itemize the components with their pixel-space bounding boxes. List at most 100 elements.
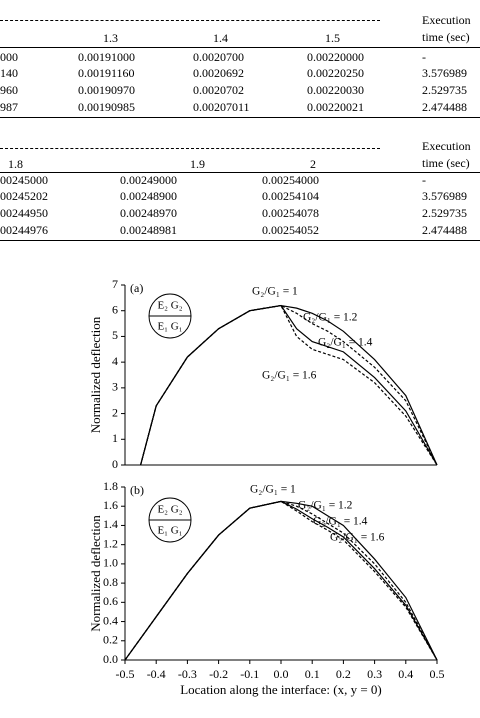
table-rule <box>0 117 480 118</box>
y-tick-label: 0.8 <box>103 575 118 589</box>
table-cell: 000 <box>0 50 18 64</box>
y-tick-label: 1.2 <box>103 536 118 550</box>
y-tick-label: 7 <box>112 277 118 291</box>
series-label: G₂/G₁ = 1.2 <box>303 312 358 324</box>
panel-label: (b) <box>130 483 144 497</box>
inset-label: E₁ G₁ <box>157 321 182 333</box>
column-header: 1.4 <box>213 31 228 45</box>
y-tick-label: 4 <box>112 354 118 368</box>
y-tick-label: 1.8 <box>103 479 118 493</box>
table-cell: 987 <box>0 100 18 114</box>
table-cell: 0.00190985 <box>78 100 135 114</box>
x-tick-label: 0.2 <box>336 667 351 681</box>
header-rule <box>0 172 480 173</box>
x-tick-label: -0.2 <box>209 667 228 681</box>
series-line <box>140 304 438 466</box>
series-label: G₂/G₁ = 1.6 <box>262 370 317 382</box>
table-cell: 0.00190970 <box>78 83 135 97</box>
dashed-rule <box>0 148 380 149</box>
y-tick-label: 3 <box>112 380 118 394</box>
x-tick-label: 0.5 <box>430 667 445 681</box>
x-tick-label: -0.1 <box>240 667 259 681</box>
table-cell: 0.0020692 <box>193 66 244 80</box>
table-cell: 0.00191000 <box>78 50 135 64</box>
y-tick-label: 0.2 <box>103 633 118 647</box>
table-cell: 3.576989 <box>422 66 467 80</box>
x-tick-label: 0.0 <box>274 667 289 681</box>
series-label: G₂/G₁ = 1 <box>252 286 298 298</box>
table-cell: - <box>422 50 426 64</box>
y-tick-label: 1 <box>112 431 118 445</box>
y-tick-label: 2 <box>112 405 118 419</box>
column-header: 2 <box>310 157 316 171</box>
table-cell: 0.00248981 <box>120 223 177 237</box>
header-rule <box>0 47 480 48</box>
y-tick-label: 0 <box>112 457 118 471</box>
x-tick-label: -0.3 <box>178 667 197 681</box>
series-label: G₂/G₁ = 1.2 <box>298 500 353 512</box>
table-cell: 00244950 <box>0 206 48 220</box>
column-header: 1.3 <box>103 31 118 45</box>
table-cell: 00245000 <box>0 173 48 187</box>
inset-label: E₂ G₂ <box>157 504 182 516</box>
column-header: Execution time (sec) <box>422 13 471 44</box>
table-cell: 00244976 <box>0 223 48 237</box>
table-cell: 0.00220030 <box>307 83 364 97</box>
table-cell: 0.00248900 <box>120 189 177 203</box>
table-cell: 2.529735 <box>422 83 467 97</box>
table-cell: 140 <box>0 66 18 80</box>
series-label: G₂/G₁ = 1.4 <box>313 516 368 528</box>
column-header: Execution time (sec) <box>422 139 471 170</box>
y-tick-label: 0.6 <box>103 594 118 608</box>
table-cell: 2.474488 <box>422 223 467 237</box>
series-line <box>140 304 438 466</box>
column-header: 1.9 <box>190 157 205 171</box>
x-tick-label: 0.3 <box>367 667 382 681</box>
y-tick-label: 1.4 <box>103 517 118 531</box>
x-tick-label: 0.4 <box>398 667 413 681</box>
table-cell: - <box>422 173 426 187</box>
table-cell: 0.00220250 <box>307 66 364 80</box>
table-cell: 0.00254000 <box>262 173 319 187</box>
column-header: 1.5 <box>325 31 340 45</box>
series-line <box>124 500 438 661</box>
y-tick-label: 0.0 <box>103 652 118 666</box>
x-tick-label: -0.5 <box>116 667 135 681</box>
column-header: 1.8 <box>8 157 23 171</box>
table-cell: 0.00249000 <box>120 173 177 187</box>
series-label: G₂/G₁ = 1 <box>250 484 296 496</box>
table-cell: 0.0020700 <box>193 50 244 64</box>
series-line <box>140 304 438 466</box>
y-axis-label: Normalized deflection <box>88 515 103 632</box>
y-tick-label: 1.6 <box>103 498 118 512</box>
table-cell: 960 <box>0 83 18 97</box>
y-tick-label: 0.4 <box>103 613 118 627</box>
table-cell: 0.00254104 <box>262 189 319 203</box>
y-tick-label: 1.0 <box>103 556 118 570</box>
table-cell: 0.00191160 <box>78 66 135 80</box>
table-cell: 0.00220021 <box>307 100 364 114</box>
table-cell: 00245202 <box>0 189 48 203</box>
inset-label: E₂ G₂ <box>157 300 182 312</box>
table-cell: 2.529735 <box>422 206 467 220</box>
y-tick-label: 6 <box>112 302 118 316</box>
series-label: G₂/G₁ = 1.6 <box>330 532 385 544</box>
series-line <box>140 304 438 466</box>
x-tick-label: 0.1 <box>305 667 320 681</box>
dashed-rule <box>0 20 380 21</box>
table-rule <box>0 240 480 241</box>
table-cell: 0.00207011 <box>193 100 250 114</box>
panel-label: (a) <box>130 281 143 295</box>
inset-label: E₁ G₁ <box>157 525 182 537</box>
table-cell: 2.474488 <box>422 100 467 114</box>
y-tick-label: 5 <box>112 328 118 342</box>
table-cell: 0.00220000 <box>307 50 364 64</box>
table-cell: 0.00248970 <box>120 206 177 220</box>
x-tick-label: -0.4 <box>147 667 166 681</box>
table-cell: 0.0020702 <box>193 83 244 97</box>
series-label: G₂/G₁ = 1.4 <box>318 337 373 349</box>
y-axis-label: Normalized deflection <box>88 316 103 433</box>
table-cell: 0.00254052 <box>262 223 319 237</box>
